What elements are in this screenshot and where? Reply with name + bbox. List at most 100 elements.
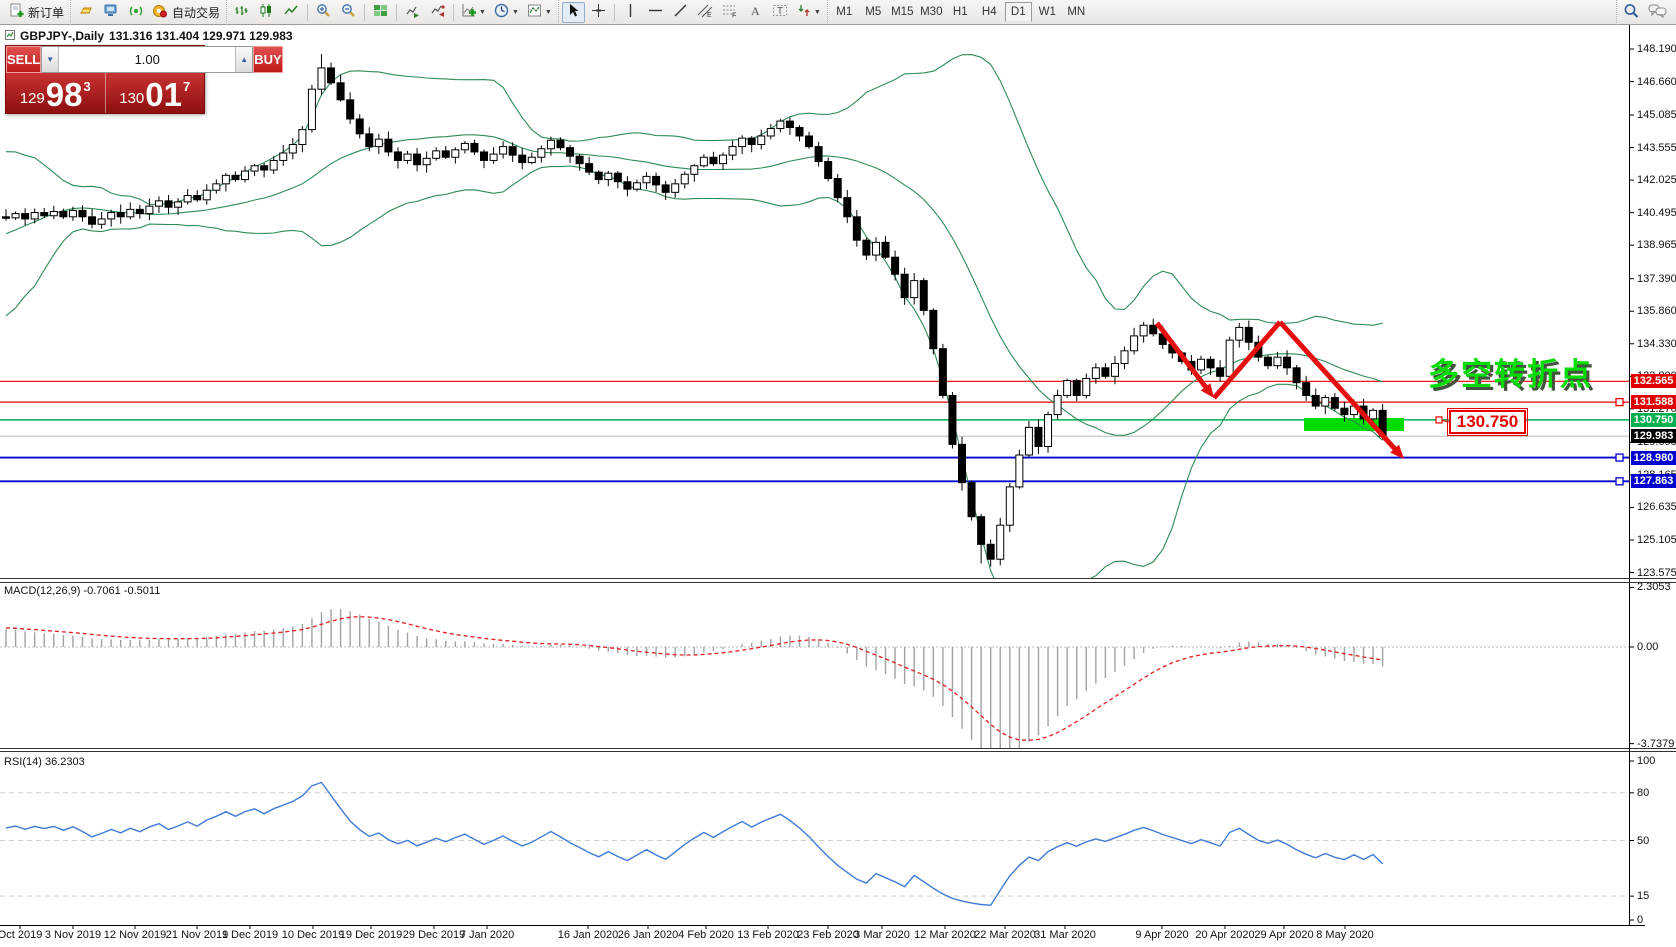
date-label: 3 Mar 2020: [854, 929, 910, 941]
macd-histogram: [5, 608, 1384, 748]
vertical-line-button[interactable]: [619, 2, 642, 23]
signal-button[interactable]: [124, 2, 147, 23]
timeframe-D1[interactable]: D1: [1004, 2, 1032, 22]
market-button[interactable]: [74, 2, 97, 23]
date-label: 4 Feb 2020: [678, 929, 734, 941]
auto-trading-button[interactable]: 自动交易: [149, 2, 223, 23]
price-badge-132.565: 132.565: [1631, 374, 1676, 388]
trend-arrow-head[interactable]: [1390, 444, 1404, 459]
line-chart-button[interactable]: [280, 2, 303, 23]
chart-shift-button[interactable]: [426, 2, 449, 23]
price-tick-label: 138.965: [1637, 239, 1676, 251]
toolbar-group-services: 自动交易: [70, 0, 226, 25]
price-tick-label: 137.390: [1637, 273, 1676, 285]
date-label: 29 Dec 2019: [402, 929, 466, 941]
buy-button[interactable]: BUY: [253, 46, 283, 73]
tile-windows-icon: [373, 3, 388, 21]
bar-chart-button[interactable]: [230, 2, 253, 23]
tile-windows-button[interactable]: [369, 2, 392, 23]
community-button[interactable]: [1645, 2, 1670, 23]
trend-arrow[interactable]: [1212, 320, 1282, 400]
green-highlight-zone[interactable]: [1304, 418, 1404, 431]
chart-ohlc-values: 131.316 131.404 129.971 129.983: [109, 29, 293, 43]
macd-axis-label: 0.00: [1637, 641, 1659, 653]
zoom-out-button[interactable]: [337, 2, 360, 23]
timeframe-M5[interactable]: M5: [865, 6, 882, 18]
turning-point-annotation[interactable]: 多空转折点: [1428, 357, 1593, 392]
buy-price[interactable]: 130 01 7: [106, 73, 205, 113]
volume-decrease-button[interactable]: ▼: [42, 47, 60, 72]
price-badge-127.863: 127.863: [1631, 474, 1676, 488]
macd-label: MACD(12,26,9) -0.7061 -0.5011: [4, 585, 161, 597]
sell-button[interactable]: SELL: [6, 46, 42, 73]
vps-button[interactable]: [99, 2, 122, 23]
date-label: 22 Mar 2020: [974, 929, 1036, 941]
timeframe-H4[interactable]: H4: [981, 6, 997, 18]
rsi-pane[interactable]: [0, 781, 1629, 907]
price-flag-anchor[interactable]: [1435, 416, 1443, 424]
timeframe-MN[interactable]: MN: [1067, 6, 1086, 18]
candlestick-chart-button[interactable]: [255, 2, 278, 23]
macd-pane[interactable]: [0, 608, 1629, 762]
search-button[interactable]: [1620, 2, 1643, 23]
zoom-in-button[interactable]: [312, 2, 335, 23]
trendline-button[interactable]: [669, 2, 692, 23]
fibonacci-icon: F: [722, 3, 738, 21]
toolbar-group-right: [1616, 0, 1673, 25]
crosshair-button[interactable]: [587, 2, 610, 23]
templates-icon: [527, 3, 543, 21]
date-label: 13 Feb 2020: [737, 929, 799, 941]
chat-bubbles-icon: [1648, 3, 1667, 22]
line-chart-icon: [284, 3, 299, 21]
equidistant-channel-button[interactable]: E: [694, 2, 717, 23]
price-flag-130750[interactable]: 130.750: [1447, 408, 1528, 436]
date-label: 31 Mar 2020: [1034, 929, 1096, 941]
arrows-button[interactable]: ▼: [794, 2, 824, 23]
trend-arrow[interactable]: [1278, 320, 1402, 457]
price-tick-label: 145.085: [1637, 109, 1676, 121]
new-order-icon: [9, 3, 24, 21]
text-button[interactable]: A: [744, 2, 767, 23]
main-chart-pane[interactable]: [0, 54, 1629, 608]
fibonacci-button[interactable]: F: [719, 2, 742, 23]
clock-icon: [494, 3, 510, 21]
timeframe-W1[interactable]: W1: [1038, 6, 1056, 18]
volume-increase-button[interactable]: ▲: [235, 47, 253, 72]
timeframe-H1[interactable]: H1: [952, 6, 968, 18]
price-tick-label: 146.660: [1637, 76, 1676, 88]
zoom-in-icon: [316, 3, 332, 21]
date-label: 10 Dec 2019: [281, 929, 345, 941]
trend-arrow[interactable]: [1155, 321, 1213, 395]
macd-signal-line: [5, 616, 1383, 741]
price-badge-131.588: 131.588: [1631, 395, 1676, 409]
trendline-icon: [673, 3, 688, 21]
line-handle-127.863[interactable]: [1615, 477, 1624, 486]
new-order-button[interactable]: 新订单: [6, 2, 67, 23]
computer-icon: [103, 3, 119, 21]
cursor-button[interactable]: [561, 1, 585, 23]
timeframe-M15[interactable]: M15: [891, 6, 914, 18]
date-label: 3 Nov 2019: [44, 929, 102, 941]
timeframe-M30[interactable]: M30: [920, 6, 943, 18]
price-tick-label: 140.495: [1637, 207, 1676, 219]
line-handle-131.588[interactable]: [1615, 397, 1624, 407]
volume-spinner: ▼ ▲: [41, 46, 254, 73]
text-label-button[interactable]: T: [769, 2, 792, 23]
date-label: 23 Feb 2020: [797, 929, 859, 941]
timeframe-M1[interactable]: M1: [836, 6, 853, 18]
price-badge-130.750: 130.750: [1631, 413, 1676, 427]
date-label: 1 Dec 2019: [221, 929, 279, 941]
rsi-line: [5, 781, 1384, 907]
horizontal-line-button[interactable]: [644, 2, 667, 23]
templates-button[interactable]: ▼: [524, 2, 555, 23]
line-handle-128.98[interactable]: [1615, 453, 1624, 462]
auto-scroll-button[interactable]: [401, 2, 424, 23]
trend-arrow-head[interactable]: [1200, 383, 1214, 398]
indicators-button[interactable]: ▼: [458, 2, 489, 23]
date-label: 26 Jan 2020: [617, 929, 679, 941]
arrows-caret: ▼: [813, 8, 821, 16]
volume-input[interactable]: [59, 47, 236, 72]
periods-button[interactable]: ▼: [491, 2, 522, 23]
sell-price[interactable]: 129 98 3: [6, 73, 106, 113]
